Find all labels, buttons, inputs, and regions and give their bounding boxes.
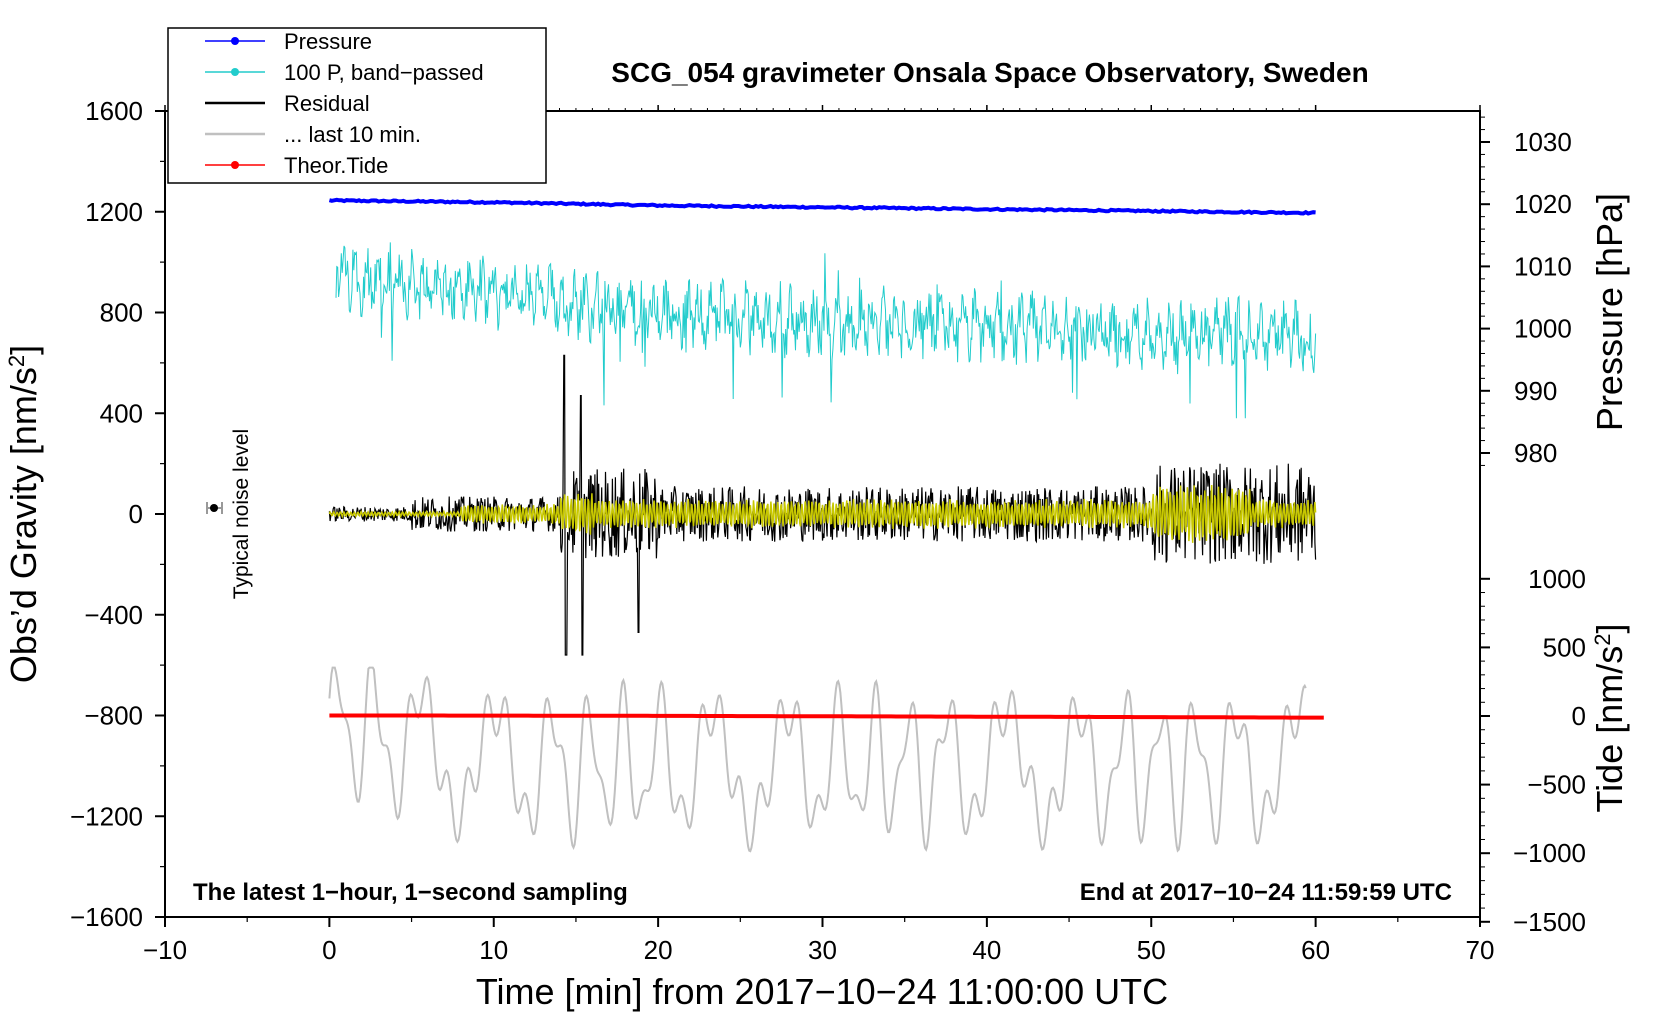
- x-tick-label: 60: [1301, 935, 1330, 965]
- pressure-tick-label: 1000: [1514, 314, 1572, 344]
- y-tick-label: 0: [129, 499, 143, 529]
- tide-tick-label: −1000: [1513, 838, 1586, 868]
- y-axis-tide-title-text: Tide [nm/s: [1589, 646, 1630, 813]
- y-tick-label: −1200: [70, 801, 143, 831]
- x-tick-label: 20: [644, 935, 673, 965]
- y-axis-tide-title-sup: 2: [1590, 634, 1615, 646]
- y-tick-label: −400: [84, 600, 143, 630]
- x-tick-label: 50: [1137, 935, 1166, 965]
- x-tick-label: 30: [808, 935, 837, 965]
- tide-tick-label: −500: [1527, 770, 1586, 800]
- y-tick-label: 800: [100, 298, 143, 328]
- series-residual-filtered: [328, 484, 1317, 543]
- noise-marker: [206, 502, 223, 514]
- legend-box: [167, 27, 547, 184]
- y-tick-label: 400: [100, 398, 143, 428]
- y-axis-tide-title: Tide [nm/s2]: [1589, 624, 1630, 813]
- legend-items: Pressure 100 P, band−passed Residual ... la…: [205, 29, 484, 178]
- tide-tick-label: 1000: [1528, 564, 1586, 594]
- y-axis-pressure: 1030 1020 1010 1000 990 980: [1480, 116, 1572, 468]
- x-axis: −10 0 10 20 30 40 50 60 70: [143, 105, 1495, 965]
- legend-label: Pressure: [284, 29, 372, 54]
- y-tick-label: 1200: [85, 197, 143, 227]
- x-tick-label: 40: [972, 935, 1001, 965]
- y-axis-tide: 1000 500 0 −500 −1000 −1500: [1480, 564, 1586, 937]
- x-tick-label: 0: [322, 935, 336, 965]
- series-band-passed: [335, 242, 1317, 419]
- y-tick-label: −1600: [70, 902, 143, 932]
- x-tick-label: 10: [479, 935, 508, 965]
- y-axis-tide-title-close: ]: [1589, 624, 1630, 634]
- pressure-tick-label: 1010: [1514, 251, 1572, 281]
- pressure-tick-label: 980: [1514, 438, 1557, 468]
- tide-tick-label: 0: [1572, 701, 1586, 731]
- y-tick-label: 1600: [85, 96, 143, 126]
- pressure-tick-label: 1020: [1514, 189, 1572, 219]
- y-axis-left: 1600 1200 800 400 0 −400 −800 −1200 −1600: [70, 96, 165, 932]
- series-pressure: [328, 197, 1316, 216]
- legend-marker: [231, 37, 239, 45]
- note-left: The latest 1−hour, 1−second sampling: [193, 879, 628, 906]
- tide-tick-label: 500: [1543, 632, 1586, 662]
- series-last-10-min: [328, 666, 1307, 853]
- y-axis-pressure-title: Pressure [hPa]: [1589, 193, 1630, 431]
- legend-marker: [231, 161, 239, 169]
- x-axis-title: Time [min] from 2017−10−24 11:00:00 UTC: [476, 971, 1168, 1012]
- tide-tick-label: −1500: [1513, 907, 1586, 937]
- chart-title: SCG_054 gravimeter Onsala Space Observat…: [611, 57, 1368, 88]
- y-axis-left-title: Obs’d Gravity [nm/s2]: [3, 345, 44, 683]
- pressure-tick-label: 990: [1514, 376, 1557, 406]
- legend-label: 100 P, band−passed: [284, 60, 484, 85]
- pressure-tick-label: 1030: [1514, 127, 1572, 157]
- y-tick-label: −800: [84, 701, 143, 731]
- note-right: End at 2017−10−24 11:59:59 UTC: [1080, 879, 1452, 906]
- series-layer: [328, 197, 1324, 853]
- y-axis-left-title-text: Obs’d Gravity [nm/s: [3, 367, 44, 683]
- legend-label: ... last 10 min.: [284, 122, 421, 147]
- noise-label: Typical noise level: [230, 429, 253, 599]
- legend-label: Theor.Tide: [284, 153, 388, 178]
- y-axis-left-title-close: ]: [3, 345, 44, 355]
- legend-marker: [231, 68, 239, 76]
- legend-label: Residual: [284, 91, 370, 116]
- series-theor-tide: [329, 713, 1324, 720]
- legend: Pressure 100 P, band−passed Residual ... la…: [167, 27, 547, 184]
- x-tick-label: 70: [1466, 935, 1495, 965]
- x-tick-label: −10: [143, 935, 187, 965]
- y-axis-left-title-sup: 2: [4, 355, 29, 367]
